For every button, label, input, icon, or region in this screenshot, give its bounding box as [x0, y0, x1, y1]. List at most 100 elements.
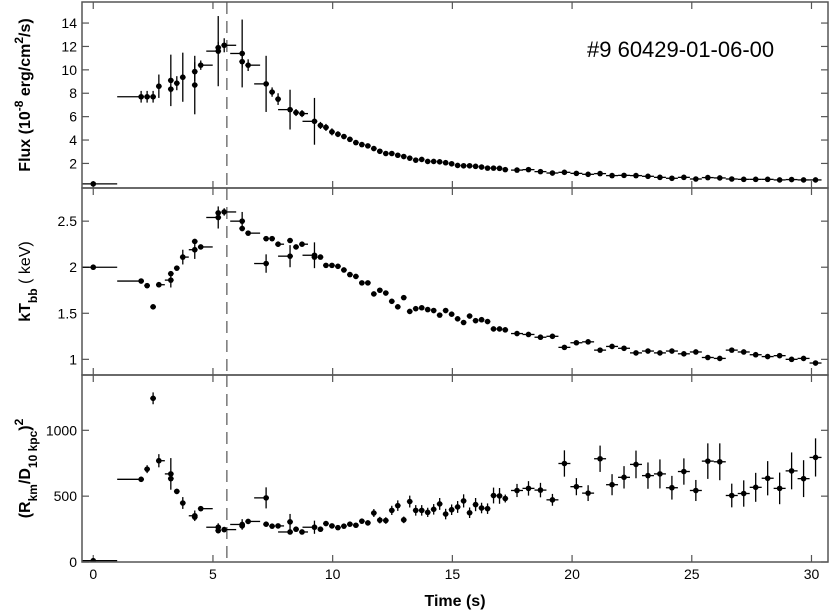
data-point	[376, 148, 383, 155]
data-point	[749, 351, 762, 358]
marker	[168, 471, 174, 477]
data-point	[546, 493, 559, 506]
data-point	[412, 157, 419, 163]
marker	[621, 172, 627, 179]
y-label-text: Flux (10	[17, 111, 34, 172]
data-point	[278, 245, 293, 268]
marker	[430, 506, 437, 513]
marker	[406, 308, 413, 315]
data-point	[701, 174, 714, 181]
data-point	[173, 488, 180, 495]
marker	[221, 209, 228, 215]
marker	[442, 511, 449, 517]
marker	[812, 454, 819, 461]
marker	[311, 118, 318, 125]
y-tick-label: 14	[61, 15, 77, 31]
marker	[436, 312, 443, 318]
data-point	[618, 466, 631, 489]
marker	[138, 476, 144, 483]
marker	[221, 42, 228, 49]
data-point	[263, 521, 269, 528]
data-point	[418, 156, 425, 163]
data-point	[293, 526, 299, 533]
data-point	[287, 237, 293, 244]
marker	[341, 267, 347, 273]
data-point	[245, 59, 261, 72]
marker	[353, 139, 359, 146]
marker	[669, 484, 675, 491]
y-label-text: kT	[17, 303, 34, 322]
marker	[448, 311, 455, 318]
marker	[776, 485, 783, 492]
data-point	[299, 529, 309, 535]
data-point	[144, 90, 150, 103]
marker	[329, 129, 335, 135]
marker	[269, 89, 275, 95]
marker	[371, 291, 377, 297]
data-point	[275, 93, 281, 105]
data-point	[809, 438, 822, 477]
marker	[168, 77, 174, 84]
marker	[621, 474, 627, 481]
marker	[573, 483, 580, 490]
data-point	[341, 267, 347, 273]
data-point	[254, 55, 269, 112]
data-point	[522, 166, 535, 173]
marker	[269, 235, 275, 242]
marker	[365, 143, 371, 149]
data-point	[275, 241, 285, 247]
marker	[496, 165, 503, 172]
marker	[394, 152, 401, 159]
data-point	[761, 461, 774, 496]
data-point	[358, 141, 365, 148]
data-point	[167, 54, 174, 107]
data-point	[448, 504, 455, 515]
data-point	[358, 518, 365, 524]
data-point	[737, 480, 750, 507]
marker	[454, 504, 461, 510]
marker	[716, 458, 723, 465]
data-point	[269, 235, 275, 242]
data-point	[317, 254, 324, 260]
data-point	[347, 271, 353, 278]
marker	[466, 313, 473, 319]
y-label-sub: bb	[26, 288, 40, 303]
data-point	[522, 331, 535, 338]
marker	[371, 145, 377, 152]
data-point	[454, 162, 461, 169]
marker	[585, 490, 591, 496]
data-point	[809, 360, 822, 366]
marker	[609, 172, 615, 179]
y-tick-label: 1.5	[58, 305, 78, 321]
marker	[174, 265, 180, 271]
data-point	[173, 76, 180, 91]
marker	[263, 81, 269, 87]
data-point	[665, 475, 678, 500]
data-point	[737, 176, 750, 183]
marker	[424, 158, 431, 165]
marker	[293, 244, 299, 250]
marker	[377, 287, 383, 294]
y-tick-label: 10	[61, 62, 77, 78]
marker	[215, 44, 222, 51]
marker	[406, 155, 413, 161]
data-point	[191, 514, 198, 520]
marker	[466, 509, 473, 516]
data-point	[511, 483, 523, 498]
data-point	[582, 339, 595, 345]
data-point	[364, 143, 371, 149]
marker	[299, 241, 305, 247]
marker	[150, 304, 156, 310]
data-point	[263, 235, 269, 242]
y-tick-label: 2	[69, 155, 77, 171]
marker	[764, 353, 771, 360]
data-point	[713, 443, 726, 481]
marker	[383, 290, 389, 296]
marker	[657, 174, 663, 181]
data-point	[502, 327, 509, 333]
data-point	[442, 307, 449, 314]
y-tick-label: 8	[69, 85, 77, 101]
marker	[776, 352, 783, 359]
data-point	[606, 474, 619, 496]
data-point	[117, 278, 145, 284]
